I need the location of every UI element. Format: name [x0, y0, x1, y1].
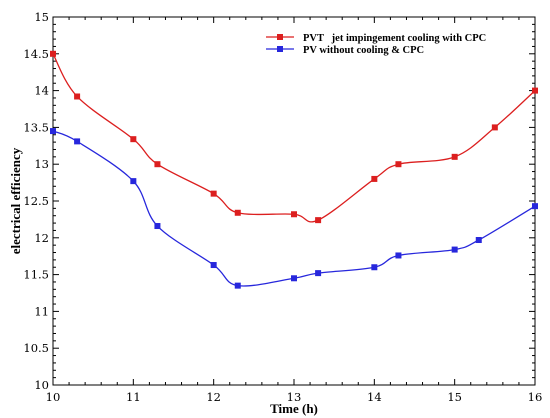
- y-tick-label: 12: [34, 231, 49, 245]
- series-1-point: [210, 262, 217, 269]
- y-axis-title: electrical efficiency: [8, 147, 23, 254]
- series-line-0: [52, 53, 536, 223]
- y-tick-label: 10.5: [23, 341, 49, 355]
- series-0-point: [291, 211, 297, 218]
- y-tick-label: 11: [34, 304, 49, 318]
- series-1-point: [291, 275, 297, 282]
- plot-frame: [52, 16, 536, 386]
- series-0-point: [74, 93, 81, 100]
- series-1-point: [395, 252, 402, 259]
- y-tick-label: 10: [34, 378, 49, 392]
- series-1-point: [451, 246, 458, 253]
- x-tick-label: 12: [206, 390, 221, 404]
- x-tick-label: 16: [528, 390, 543, 404]
- series-0-point: [130, 136, 137, 143]
- legend: PVT jet impingement cooling with CPC PV …: [266, 33, 486, 56]
- legend-marker-red: [277, 34, 283, 40]
- series-0-point: [234, 209, 241, 216]
- y-tick-label: 12.5: [23, 194, 49, 208]
- series-0-point: [451, 153, 458, 160]
- x-tick-label: 15: [447, 390, 462, 404]
- series-0-point: [154, 161, 161, 168]
- x-tick-label: 14: [367, 390, 382, 404]
- series-1-point: [475, 237, 482, 244]
- legend-marker-blue: [277, 46, 283, 52]
- series-1-point: [130, 178, 137, 185]
- legend-label-blue: PV without cooling & CPC: [303, 45, 424, 56]
- series-1-point: [74, 138, 81, 145]
- series-0-point: [532, 87, 538, 94]
- axis-ticks: 10 11 12 13 14 15 16 10 10.5 11 11.5 12 12.5 13 13.5 14…: [23, 10, 542, 404]
- series-0-point: [371, 175, 378, 182]
- y-tick-label: 14: [34, 84, 49, 98]
- y-tick-label: 13.5: [23, 120, 49, 134]
- x-tick-label: 13: [287, 390, 302, 404]
- series-1-point: [50, 128, 56, 135]
- x-tick-label: 10: [46, 390, 61, 404]
- x-tick-label: 11: [126, 390, 141, 404]
- series-0-point: [50, 50, 56, 57]
- series-line-1: [52, 130, 536, 287]
- series-0-point: [210, 190, 217, 197]
- series-0-point: [395, 161, 402, 168]
- series-1-point: [371, 264, 378, 271]
- series-layer: [50, 50, 538, 289]
- series-1-point: [315, 270, 322, 277]
- series-0-point: [315, 217, 322, 224]
- y-tick-label: 13: [34, 157, 49, 171]
- series-1-point: [532, 203, 538, 210]
- series-0-point: [491, 124, 498, 131]
- y-tick-label: 14.5: [23, 47, 49, 61]
- legend-label-red: PVT jet impingement cooling with CPC: [303, 33, 486, 44]
- y-tick-label: 11.5: [23, 268, 49, 282]
- series-1-point: [154, 223, 161, 230]
- series-1-point: [234, 282, 241, 289]
- x-axis-title: Time (h): [270, 401, 318, 416]
- y-tick-label: 15: [34, 10, 49, 24]
